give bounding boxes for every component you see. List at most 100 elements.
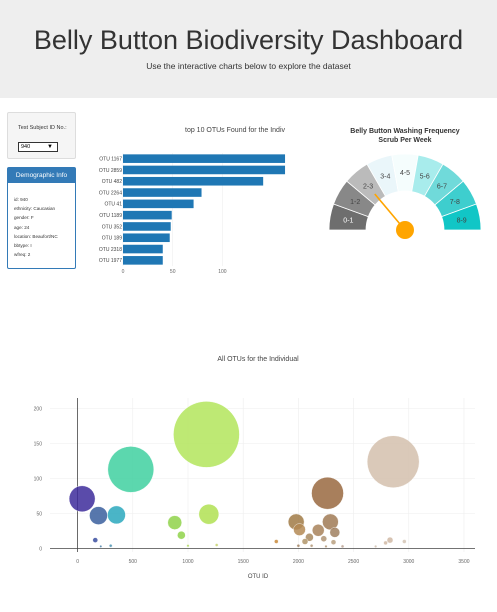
bubble-otu-2000[interactable] xyxy=(296,543,301,548)
bubble-x-axis-label: OTU ID xyxy=(248,574,269,580)
subject-id-value: 940 xyxy=(21,144,31,150)
gauge-title: Belly Button Washing Frequency xyxy=(350,128,460,135)
bubble-otu-2180[interactable] xyxy=(312,524,325,537)
bar-otu-352[interactable] xyxy=(123,222,171,231)
bubble-x-tick-label: 3000 xyxy=(403,559,414,565)
bubble-otu-2790[interactable] xyxy=(383,540,388,546)
bubble-otu-2960[interactable] xyxy=(402,539,407,544)
bubble-otu-2264[interactable] xyxy=(311,476,344,510)
bubble-x-tick-label: 1000 xyxy=(182,559,193,565)
bubble-x-tick-label: 0 xyxy=(76,559,79,565)
bubble-otu-2120[interactable] xyxy=(309,543,314,548)
bar-y-tick-label: OTU 2859 xyxy=(99,168,122,174)
bubble-otu-482[interactable] xyxy=(107,446,155,493)
gauge-subtitle: Scrub Per Week xyxy=(378,137,431,144)
bubble-otu-880[interactable] xyxy=(167,515,182,530)
bar-y-tick-label: OTU 482 xyxy=(102,179,123,185)
bar-otu-482[interactable] xyxy=(123,176,264,186)
bubble-x-tick-label: 2500 xyxy=(348,559,359,565)
bubble-otu-1189[interactable] xyxy=(198,503,220,525)
gauge-segment-label: 7-8 xyxy=(450,199,460,206)
gauge-segment-label: 3-4 xyxy=(380,173,390,180)
bubble-otu-2859[interactable] xyxy=(367,435,420,488)
bubble-y-tick-label: 200 xyxy=(34,406,43,412)
demo-ethnicity: ethnicity: Caucasian xyxy=(14,206,56,212)
page-title: Belly Button Biodiversity Dashboard xyxy=(33,25,464,55)
bubble-otu-2700[interactable] xyxy=(374,544,378,548)
bubble-otu-352[interactable] xyxy=(107,505,126,525)
bubble-otu-1800[interactable] xyxy=(274,539,279,544)
bubble-otu-1167[interactable] xyxy=(173,401,240,468)
gauge-segment-label: 2-3 xyxy=(363,183,373,190)
bar-y-tick-label: OTU 2264 xyxy=(99,190,122,196)
all-otu-bubble-chart[interactable]: All OTUs for the Individual 0 50 100 150 200… xyxy=(0,350,497,590)
bubble-otu-2100[interactable] xyxy=(305,533,314,542)
bubble-otu-2330[interactable] xyxy=(329,527,341,538)
bubble-x-tick-label: 1500 xyxy=(238,559,249,565)
bubble-otu-940[interactable] xyxy=(177,530,186,540)
page-subtitle: Use the interactive charts below to expl… xyxy=(146,61,351,71)
demo-wfreq: wfreq: 2 xyxy=(14,252,31,258)
bar-otu-1167[interactable] xyxy=(123,154,286,163)
bar-x-tick-label: 0 xyxy=(122,269,125,275)
wash-frequency-gauge[interactable]: Belly Button Washing Frequency Scrub Per… xyxy=(318,118,493,248)
bubble-otu-2230[interactable] xyxy=(320,535,327,542)
bar-otu-1189[interactable] xyxy=(123,210,172,220)
bubble-y-tick-label: 50 xyxy=(36,511,42,517)
gauge-segment-label: 8-9 xyxy=(457,218,467,225)
bubble-y-tick-label: 100 xyxy=(34,476,43,482)
demographic-info-title: Demographic Info xyxy=(8,168,75,183)
page-header: Belly Button Biodiversity Dashboard Use … xyxy=(0,0,497,98)
demo-bbtype: bbtype: I xyxy=(14,243,32,249)
bar-y-tick-label: OTU 1977 xyxy=(99,258,122,264)
bubble-chart-title: All OTUs for the Individual xyxy=(217,356,299,363)
subject-id-dropdown[interactable]: 940 ▼ xyxy=(18,142,58,152)
gauge-segment-label: 4-5 xyxy=(400,170,410,177)
bubble-otu-2830[interactable] xyxy=(386,536,394,544)
bar-otu-189[interactable] xyxy=(123,233,170,243)
bar-x-tick-label: 50 xyxy=(170,269,176,275)
bar-otu-2859[interactable] xyxy=(123,165,286,175)
bubble-x-tick-label: 3500 xyxy=(458,559,469,565)
top-otu-bar-chart[interactable]: top 10 OTUs Found for the Indiv OTU 1167… xyxy=(90,118,315,278)
bar-y-tick-label: OTU 2318 xyxy=(99,247,122,253)
bar-otu-41[interactable] xyxy=(123,199,194,209)
gauge-segment-label: 5-6 xyxy=(420,173,430,180)
bubble-otu-210[interactable] xyxy=(99,544,103,548)
demographic-info-body: id: 940 ethnicity: Caucasian gender: F a… xyxy=(8,183,75,259)
bar-y-tick-label: OTU 41 xyxy=(104,202,122,208)
bubble-otu-300[interactable] xyxy=(109,543,113,548)
bubble-otu-2250[interactable] xyxy=(324,544,328,548)
demo-location: location: Beaufort/NC xyxy=(14,233,58,239)
bar-x-tick-label: 100 xyxy=(218,269,227,275)
gauge-segment-label: 6-7 xyxy=(437,183,447,190)
gauge-segment-label: 1-2 xyxy=(350,199,360,206)
bubble-otu-1000[interactable] xyxy=(186,544,190,548)
bubble-otu-160[interactable] xyxy=(92,537,98,543)
bubble-otu-2400[interactable] xyxy=(340,544,345,549)
bubble-otu-189[interactable] xyxy=(89,506,108,525)
bubble-otu-2060[interactable] xyxy=(301,538,309,545)
demographic-info-panel: Demographic Info id: 940 ethnicity: Cauc… xyxy=(7,167,76,269)
bar-otu-2318[interactable] xyxy=(123,244,163,254)
bubble-otu-41[interactable] xyxy=(68,485,96,513)
bar-otu-2264[interactable] xyxy=(123,188,202,197)
demo-id: id: 940 xyxy=(14,197,28,202)
bubble-otu-2010[interactable] xyxy=(293,523,306,536)
bar-y-tick-label: OTU 189 xyxy=(102,236,123,242)
bar-y-tick-label: OTU 1189 xyxy=(99,213,122,219)
bar-otu-1977[interactable] xyxy=(123,256,163,265)
demo-age: age: 24 xyxy=(14,224,30,230)
demo-gender: gender: F xyxy=(14,215,34,221)
bubble-x-tick-label: 500 xyxy=(129,559,138,565)
bubble-y-tick-label: 0 xyxy=(39,546,42,552)
bubble-otu-1260[interactable] xyxy=(214,543,219,547)
bubble-x-tick-label: 2000 xyxy=(293,559,304,565)
bubble-otu-2318[interactable] xyxy=(330,539,337,545)
bubble-y-tick-label: 150 xyxy=(34,441,43,447)
subject-selector-panel: Test Subject ID No.: 940 ▼ xyxy=(7,112,76,159)
subject-selector-label: Test Subject ID No.: xyxy=(18,125,67,131)
gauge-segment-label: 0-1 xyxy=(343,218,353,225)
bar-chart-title: top 10 OTUs Found for the Indiv xyxy=(185,127,285,134)
bar-y-tick-label: OTU 1167 xyxy=(99,156,122,162)
